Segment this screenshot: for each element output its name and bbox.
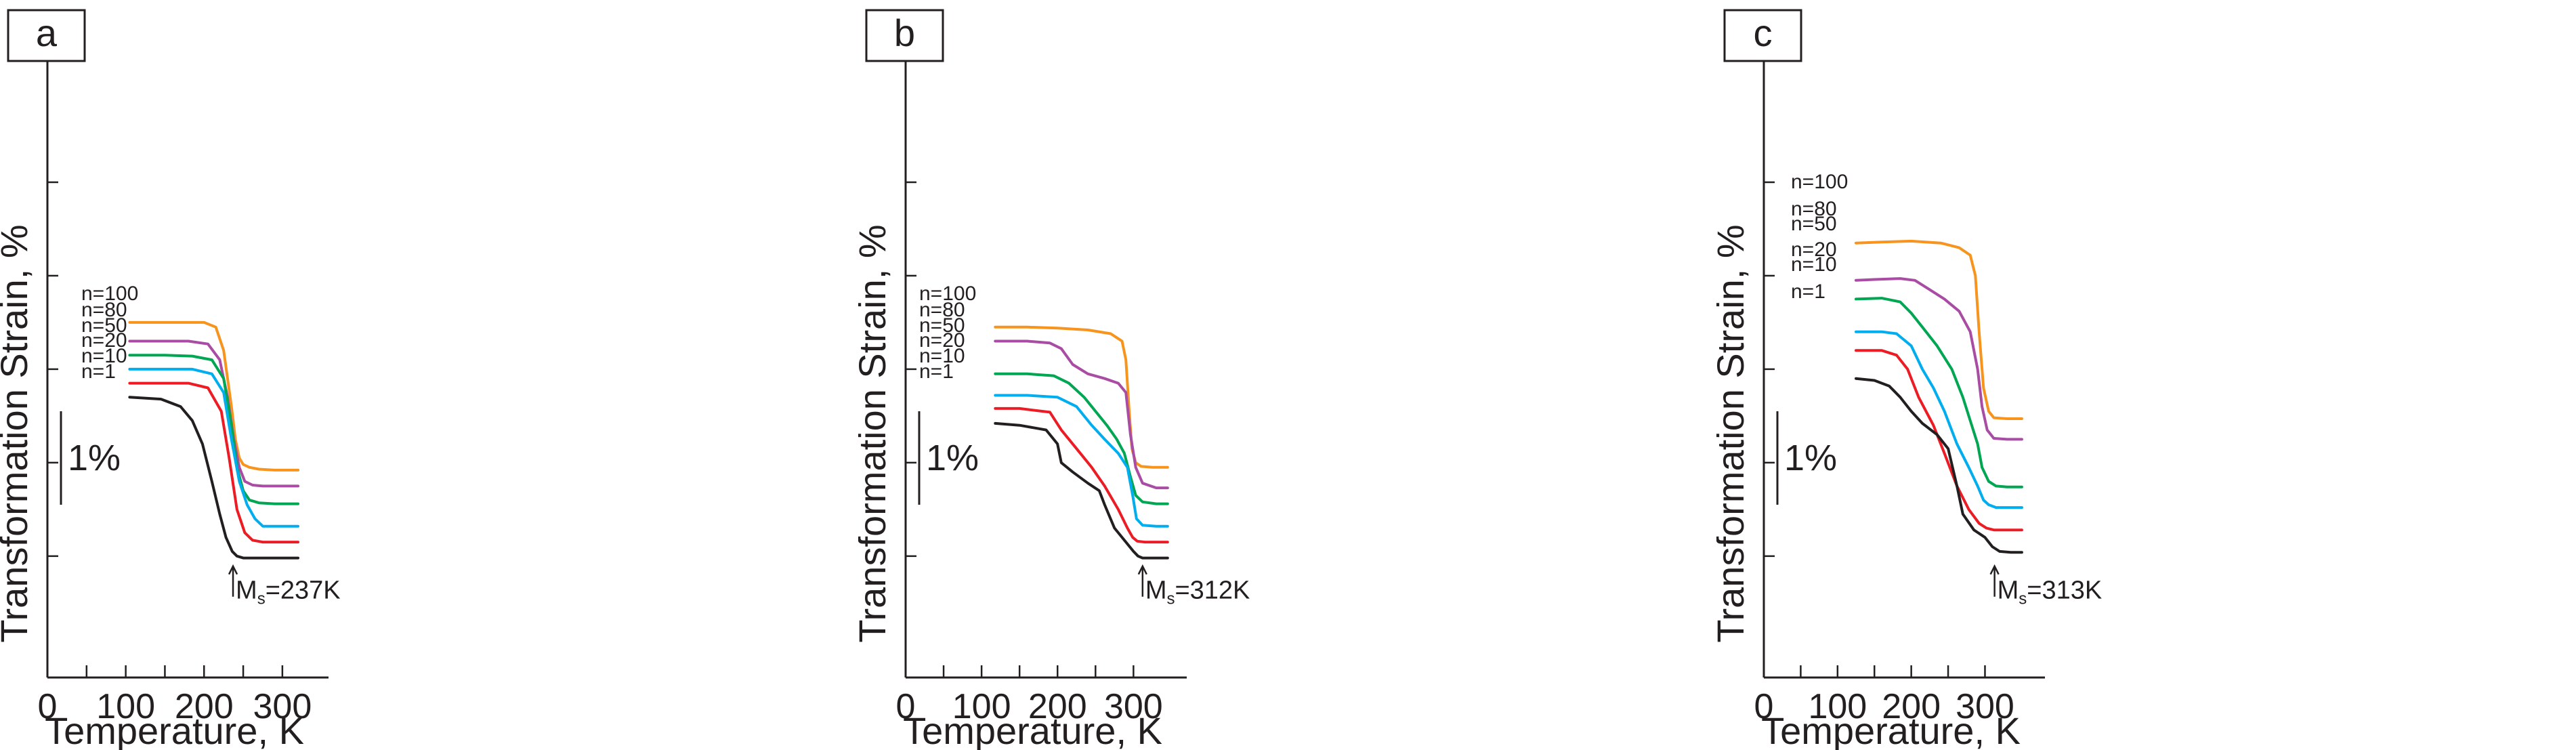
- series-line: [1855, 277, 2023, 441]
- series-label: n=100: [1791, 171, 1848, 193]
- series-label: n=10: [81, 345, 127, 367]
- x-tick-label: 200: [1882, 687, 1941, 726]
- y-axis-label: Transformation Strain, %: [858, 224, 893, 642]
- x-tick-label: 300: [1104, 687, 1163, 726]
- x-tick-label: 0: [896, 687, 916, 726]
- panel-label-box: [865, 9, 944, 62]
- series-line: [128, 367, 299, 528]
- series-label: n=80: [1791, 198, 1837, 220]
- series-line: [128, 320, 299, 472]
- series-label: n=20: [1791, 238, 1837, 261]
- scale-bar-label: 1%: [926, 438, 979, 478]
- series-label: n=20: [81, 329, 127, 352]
- panel-label: a: [36, 12, 58, 54]
- x-tick-label: 0: [1754, 687, 1774, 726]
- series-label: n=1: [81, 360, 116, 383]
- y-axis-label: Transformation Strain, %: [1716, 224, 1752, 642]
- series-line: [994, 339, 1169, 490]
- annotation-arrowhead: [1137, 564, 1147, 575]
- annotation-label: Ms=312K: [1145, 577, 1250, 608]
- series-line: [994, 421, 1169, 560]
- x-tick-label: 300: [1956, 687, 2014, 726]
- y-axis-label: Transformation Strain, %: [0, 224, 35, 642]
- x-tick-label: 100: [952, 687, 1011, 726]
- series-line: [994, 394, 1169, 528]
- series-line: [128, 381, 299, 544]
- scale-bar-label: 1%: [68, 438, 121, 478]
- series-line: [1855, 297, 2023, 488]
- chart-panel-c: c 0 100 200 300 Temperature, K Transformation …: [1716, 0, 2575, 750]
- series-label: n=1: [1791, 280, 1825, 303]
- panel-label-box: [7, 9, 86, 62]
- panel-label: b: [894, 12, 915, 54]
- series-label: n=10: [919, 345, 965, 367]
- chart-panel-a: a 0 100 200 300 Temperature, K Transformation …: [0, 0, 858, 750]
- x-tick-label: 300: [253, 687, 312, 726]
- scale-bar-label: 1%: [1784, 438, 1837, 478]
- x-tick-label: 200: [175, 687, 234, 726]
- annotation-arrowhead: [1989, 564, 2000, 575]
- annotation-arrowhead: [228, 564, 238, 575]
- x-tick-label: 100: [96, 687, 155, 726]
- series-line: [994, 325, 1169, 469]
- series-label: n=80: [81, 299, 127, 321]
- series-label: n=100: [919, 283, 976, 305]
- series-line: [994, 407, 1169, 544]
- series-label: n=50: [1791, 213, 1837, 235]
- x-axis-label: Temperature, K: [45, 709, 304, 750]
- series-label: n=20: [919, 329, 965, 352]
- chart-panel-b: b 0 100 200 300 Temperature, K Transformation …: [858, 0, 1716, 750]
- series-line: [994, 372, 1169, 505]
- x-tick-label: 200: [1028, 687, 1087, 726]
- annotation-label: Ms=237K: [236, 577, 341, 608]
- series-line: [128, 396, 299, 560]
- series-label: n=80: [919, 299, 965, 321]
- series-line: [1855, 239, 2023, 420]
- x-axis-label: Temperature, K: [903, 709, 1162, 750]
- series-label: n=50: [81, 314, 127, 337]
- x-tick-label: 0: [38, 687, 58, 726]
- panel-label-box: [1723, 9, 1802, 62]
- x-tick-label: 100: [1808, 687, 1867, 726]
- series-line: [1855, 349, 2023, 532]
- series-label: n=1: [919, 360, 954, 383]
- panel-label: c: [1754, 12, 1773, 54]
- series-label: n=100: [81, 283, 138, 305]
- annotation-label: Ms=313K: [1998, 577, 2103, 608]
- series-line: [1855, 377, 2023, 554]
- series-line: [1855, 330, 2023, 509]
- series-label: n=10: [1791, 253, 1837, 276]
- x-axis-label: Temperature, K: [1761, 709, 2021, 750]
- series-label: n=50: [919, 314, 965, 337]
- series-line: [128, 354, 299, 505]
